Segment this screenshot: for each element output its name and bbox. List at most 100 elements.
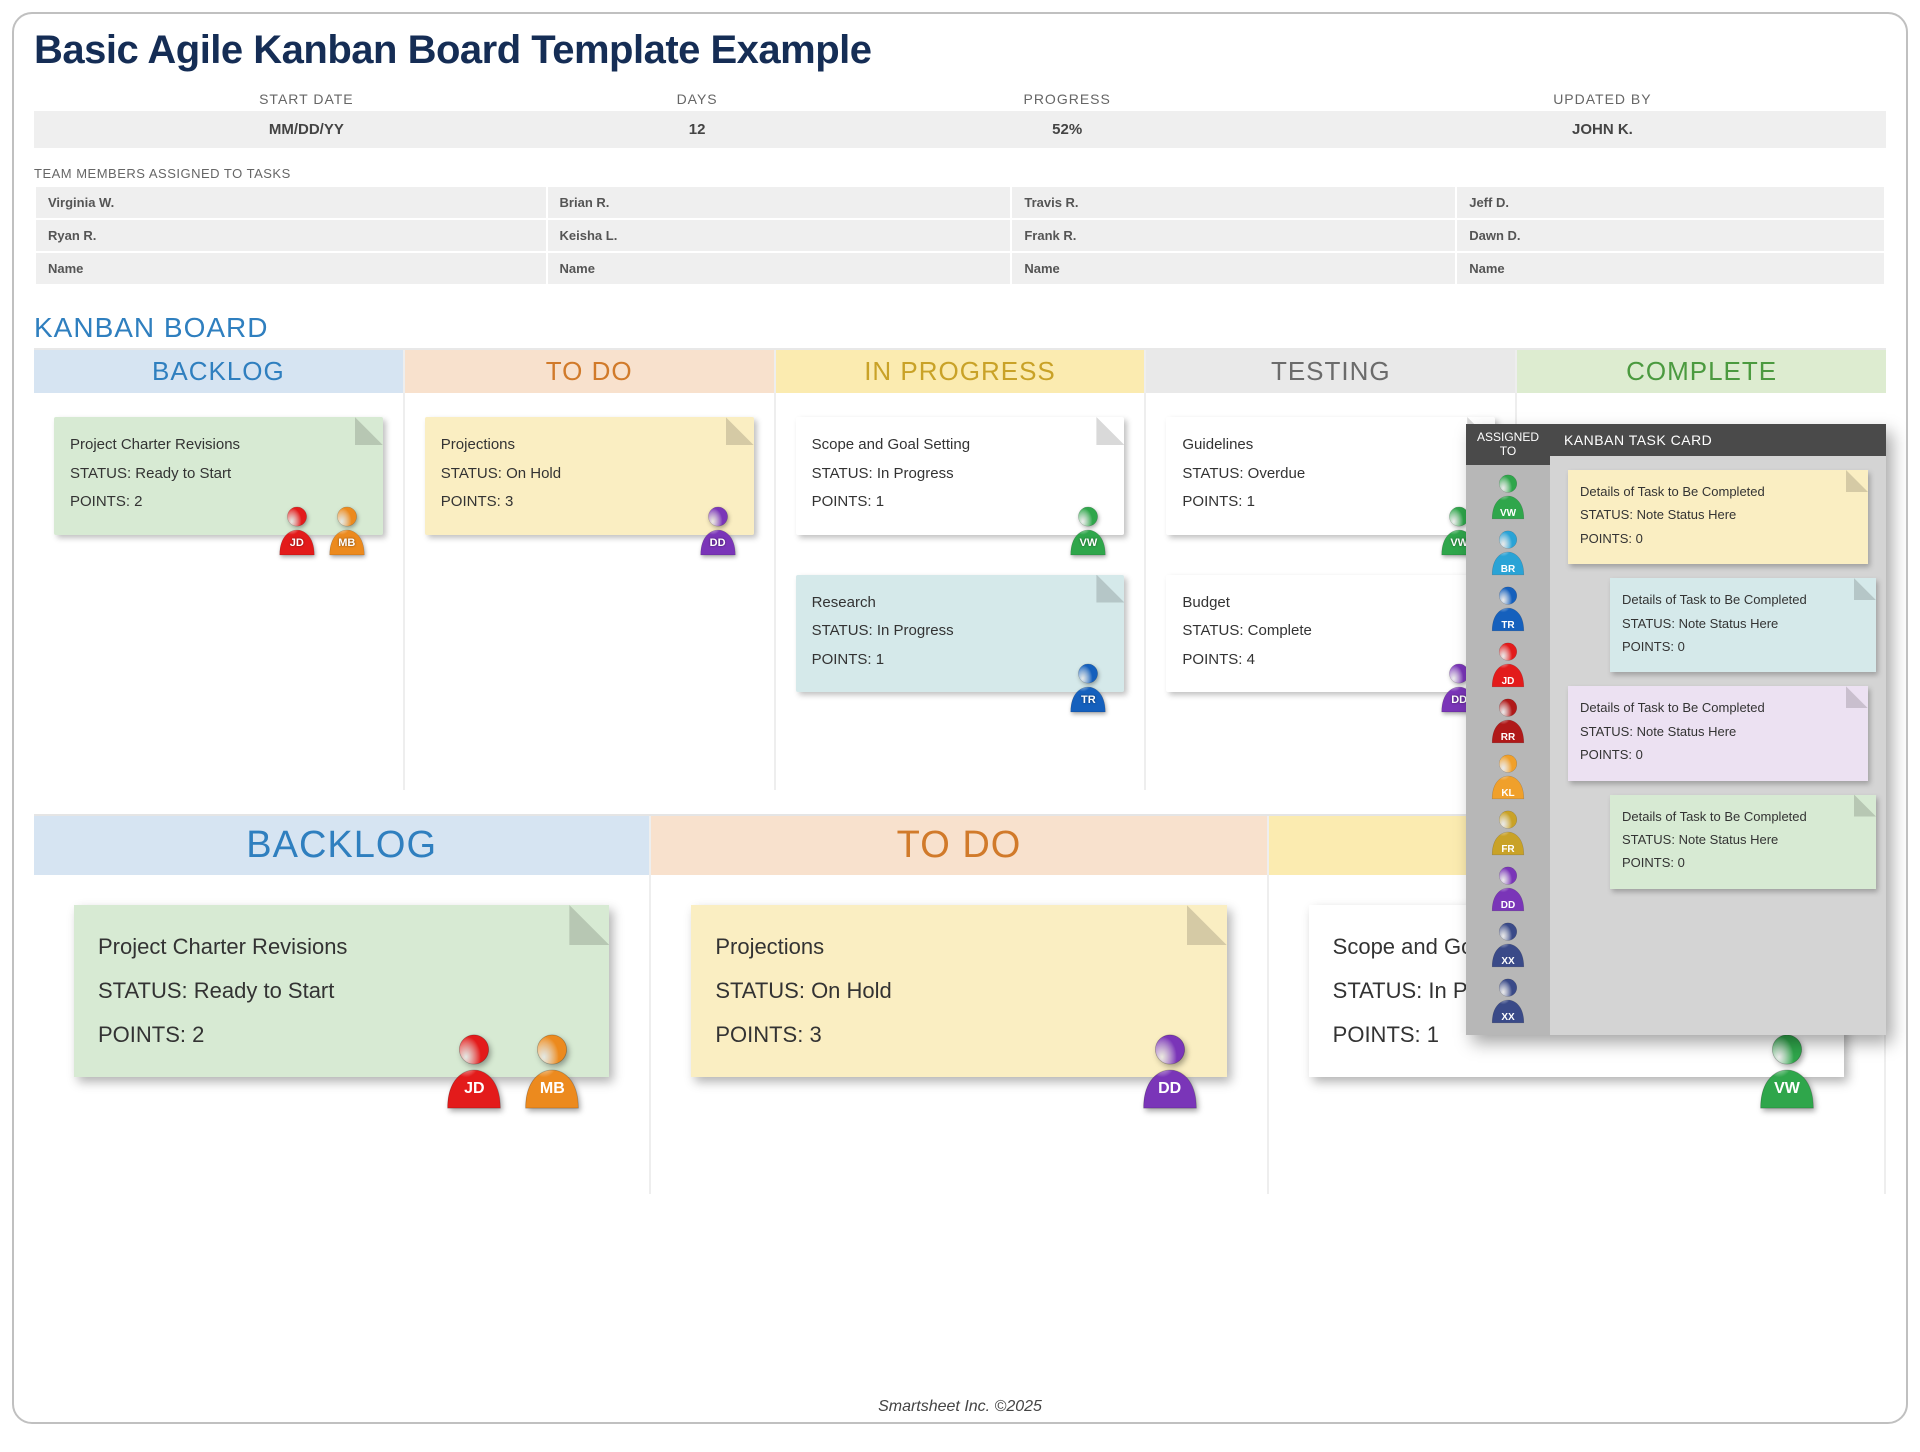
kanban-column: BACKLOG Project Charter Revisions STATUS… — [34, 350, 405, 790]
summary-value[interactable]: 12 — [579, 111, 816, 149]
team-member-cell[interactable]: Frank R. — [1011, 219, 1456, 252]
legend-pawn-icon: JD — [1486, 639, 1530, 689]
team-member-cell[interactable]: Name — [1011, 252, 1456, 285]
card-status: STATUS: Ready to Start — [70, 460, 367, 489]
legend-panel: ASSIGNED TO VW BR TR JD — [1466, 424, 1886, 1035]
team-member-cell[interactable]: Name — [35, 252, 547, 285]
legend-card-title: Details of Task to Be Completed — [1580, 480, 1856, 503]
kanban-card[interactable]: Scope and Goal Setting STATUS: In Progre… — [796, 417, 1125, 535]
legend-card-status: STATUS: Note Status Here — [1580, 503, 1856, 526]
kanban-card[interactable]: Project Charter Revisions STATUS: Ready … — [54, 417, 383, 535]
summary-value[interactable]: JOHN K. — [1319, 111, 1886, 149]
legend-card-status: STATUS: Note Status Here — [1622, 828, 1864, 851]
kanban-card[interactable]: Research STATUS: In Progress POINTS: 1 T… — [796, 575, 1125, 693]
kanban-card[interactable]: Projections STATUS: On Hold POINTS: 3 DD — [691, 905, 1226, 1077]
card-status: STATUS: On Hold — [715, 969, 1202, 1013]
zoom-column-header: TO DO — [651, 816, 1266, 875]
team-member-cell[interactable]: Virginia W. — [35, 186, 547, 219]
summary-header: PROGRESS — [816, 87, 1319, 111]
assignee-pawn-icon: DD — [694, 503, 742, 557]
assignee-pawn-icon: JD — [437, 1029, 511, 1111]
column-header: COMPLETE — [1517, 350, 1886, 393]
column-header: TESTING — [1146, 350, 1515, 393]
team-member-cell[interactable]: Travis R. — [1011, 186, 1456, 219]
team-member-cell[interactable]: Name — [1456, 252, 1885, 285]
legend-pawn-icon: BR — [1486, 527, 1530, 577]
card-title: Projections — [441, 431, 738, 460]
legend-card-status: STATUS: Note Status Here — [1580, 720, 1856, 743]
legend-card-points: POINTS: 0 — [1622, 851, 1864, 874]
legend-card-title: Details of Task to Be Completed — [1580, 696, 1856, 719]
legend-pawn-icon: VW — [1486, 471, 1530, 521]
card-status: STATUS: Overdue — [1182, 460, 1479, 489]
team-member-cell[interactable]: Jeff D. — [1456, 186, 1885, 219]
assignee-pawn-icon: TR — [1064, 660, 1112, 714]
kanban-card[interactable]: Guidelines STATUS: Overdue POINTS: 1 VW — [1166, 417, 1495, 535]
team-member-cell[interactable]: Name — [547, 252, 1012, 285]
template-frame: Basic Agile Kanban Board Template Exampl… — [12, 12, 1908, 1424]
team-title: TEAM MEMBERS ASSIGNED TO TASKS — [34, 166, 1886, 181]
legend-pawn-icon: DD — [1486, 863, 1530, 913]
legend-pawn-icon: XX — [1486, 975, 1530, 1025]
team-member-cell[interactable]: Keisha L. — [547, 219, 1012, 252]
legend-card-points: POINTS: 0 — [1622, 635, 1864, 658]
summary-header: DAYS — [579, 87, 816, 111]
page-title: Basic Agile Kanban Board Template Exampl… — [34, 28, 1886, 73]
assignee-pawn-icon: VW — [1064, 503, 1112, 557]
legend-card: Details of Task to Be Completed STATUS: … — [1568, 686, 1868, 780]
card-title: Research — [812, 589, 1109, 618]
legend-pawn-icon: KL — [1486, 751, 1530, 801]
legend-card-title: Details of Task to Be Completed — [1622, 805, 1864, 828]
kanban-card[interactable]: Project Charter Revisions STATUS: Ready … — [74, 905, 609, 1077]
summary-header: UPDATED BY — [1319, 87, 1886, 111]
zoom-column-header: BACKLOG — [34, 816, 649, 875]
legend-card: Details of Task to Be Completed STATUS: … — [1610, 795, 1876, 889]
team-member-cell[interactable]: Dawn D. — [1456, 219, 1885, 252]
legend-card-points: POINTS: 0 — [1580, 743, 1856, 766]
kanban-card[interactable]: Projections STATUS: On Hold POINTS: 3 DD — [425, 417, 754, 535]
assignee-pawn-icon: DD — [1133, 1029, 1207, 1111]
card-title: Guidelines — [1182, 431, 1479, 460]
legend-card: Details of Task to Be Completed STATUS: … — [1610, 578, 1876, 672]
card-status: STATUS: Ready to Start — [98, 969, 585, 1013]
card-title: Projections — [715, 925, 1202, 969]
column-header: IN PROGRESS — [776, 350, 1145, 393]
kanban-card[interactable]: Budget STATUS: Complete POINTS: 4 DD — [1166, 575, 1495, 693]
card-points: POINTS: 3 — [715, 1013, 1202, 1057]
summary-value[interactable]: MM/DD/YY — [34, 111, 579, 149]
legend-pawn-icon: XX — [1486, 919, 1530, 969]
legend-card-points: POINTS: 0 — [1580, 527, 1856, 550]
legend-pawn-icon: FR — [1486, 807, 1530, 857]
column-header: TO DO — [405, 350, 774, 393]
legend-assigned-column: ASSIGNED TO VW BR TR JD — [1466, 424, 1550, 1035]
kanban-zoom-column: BACKLOG Project Charter Revisions STATUS… — [34, 816, 651, 1194]
kanban-zoom-column: TO DO Projections STATUS: On Hold POINTS… — [651, 816, 1268, 1194]
card-title: Budget — [1182, 589, 1479, 618]
team-member-cell[interactable]: Ryan R. — [35, 219, 547, 252]
assignee-pawn-icon: VW — [1750, 1029, 1824, 1111]
legend-card-status: STATUS: Note Status Here — [1622, 612, 1864, 635]
team-table: Virginia W.Brian R.Travis R.Jeff D. Ryan … — [34, 185, 1886, 286]
kanban-heading: KANBAN BOARD — [34, 312, 1886, 344]
assignee-pawn-icon: MB — [323, 503, 371, 557]
kanban-column: IN PROGRESS Scope and Goal Setting STATU… — [776, 350, 1147, 790]
footer-text: Smartsheet Inc. ©2025 — [14, 1398, 1906, 1416]
summary-value[interactable]: 52% — [816, 111, 1319, 149]
card-title: Project Charter Revisions — [70, 431, 367, 460]
card-title: Project Charter Revisions — [98, 925, 585, 969]
card-status: STATUS: In Progress — [812, 617, 1109, 646]
assignee-pawn-icon: JD — [273, 503, 321, 557]
kanban-column: TESTING Guidelines STATUS: Overdue POINT… — [1146, 350, 1517, 790]
legend-card-header: KANBAN TASK CARD — [1550, 424, 1886, 456]
legend-card-title: Details of Task to Be Completed — [1622, 588, 1864, 611]
legend-assigned-header: ASSIGNED TO — [1466, 424, 1550, 465]
card-status: STATUS: Complete — [1182, 617, 1479, 646]
card-title: Scope and Goal Setting — [812, 431, 1109, 460]
summary-table: START DATE DAYS PROGRESS UPDATED BY MM/D… — [34, 87, 1886, 150]
column-header: BACKLOG — [34, 350, 403, 393]
card-status: STATUS: On Hold — [441, 460, 738, 489]
legend-card: Details of Task to Be Completed STATUS: … — [1568, 470, 1868, 564]
team-member-cell[interactable]: Brian R. — [547, 186, 1012, 219]
legend-pawn-icon: RR — [1486, 695, 1530, 745]
assignee-pawn-icon: MB — [515, 1029, 589, 1111]
